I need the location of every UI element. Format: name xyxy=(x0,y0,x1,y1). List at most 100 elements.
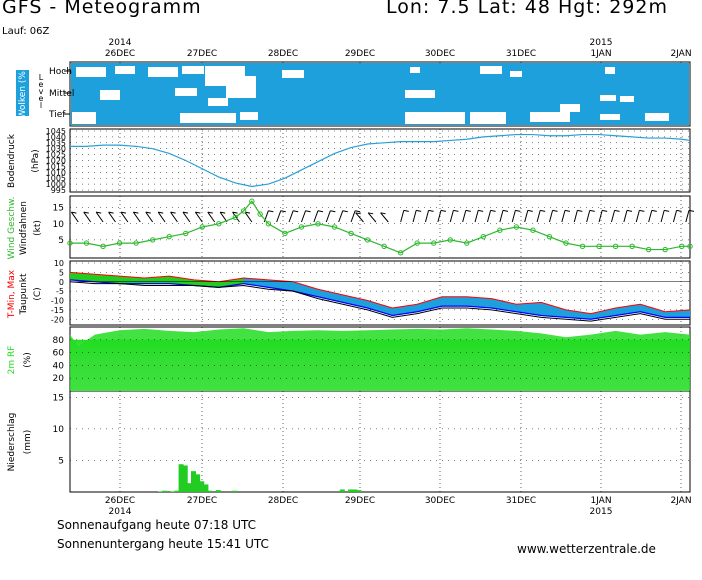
wind-speed-point xyxy=(414,240,420,246)
panel-frame xyxy=(69,390,691,493)
precip-tick-label: 5 xyxy=(58,456,64,466)
wind-axis-title: Wind Geschw. xyxy=(7,197,17,260)
wind-speed-point xyxy=(116,240,123,246)
wind-barb xyxy=(586,210,591,223)
wind-speed-point xyxy=(265,221,272,227)
precip-bar xyxy=(191,471,196,492)
precip-bar xyxy=(215,490,221,492)
temp-axis-title: T-Min, Max xyxy=(7,269,17,319)
wind-barb xyxy=(232,211,240,223)
wind-speed-point xyxy=(249,198,255,204)
wind-barb-flag xyxy=(490,209,496,212)
temp-tick-label: -10 xyxy=(51,297,64,306)
wind-barb xyxy=(474,210,479,223)
wind-barb-flag xyxy=(589,209,595,212)
wind-speed-point xyxy=(298,224,305,230)
wind-barb xyxy=(207,211,216,223)
wind-barb-flag xyxy=(108,211,114,214)
level-letter: l xyxy=(40,101,42,110)
cloud-axis-title-bg xyxy=(16,70,29,116)
pressure-tick-label: 1035 xyxy=(46,139,66,148)
cloud-clear-patch xyxy=(180,113,236,123)
wind-speed-point xyxy=(331,224,338,230)
x-bottom-label: 26DEC xyxy=(105,496,135,506)
wind-speed-point xyxy=(645,246,652,253)
wind-barb xyxy=(400,210,405,223)
wind-barb xyxy=(486,210,492,223)
wind-barb-flag xyxy=(195,211,201,214)
wind-speed-point xyxy=(216,221,222,227)
wind-barb xyxy=(524,210,529,223)
wind-barb xyxy=(449,210,454,223)
wind-barb xyxy=(511,210,516,223)
wind-speed-point xyxy=(381,243,387,250)
wind-barb xyxy=(462,210,467,223)
cloud-clear-patch xyxy=(100,90,120,100)
wind-speed-point xyxy=(447,237,453,243)
cloud-clear-patch xyxy=(645,113,669,121)
wind-barb xyxy=(157,211,166,223)
temp-tick-label: 10 xyxy=(54,259,64,268)
wind-barb xyxy=(313,210,319,223)
precip-bar xyxy=(195,474,201,492)
panel-frame xyxy=(69,260,691,326)
wind-barb xyxy=(355,212,364,223)
x-top-label: 26DEC xyxy=(105,49,135,59)
wind-speed-point xyxy=(596,243,602,250)
wind-barb-flag xyxy=(330,210,336,213)
wind-barb-flag xyxy=(688,209,695,212)
precip-bar xyxy=(170,491,176,492)
pressure-tick-label: 1010 xyxy=(46,168,66,177)
wind-barb xyxy=(325,210,331,223)
precip-bar xyxy=(352,489,358,492)
wind-barb-flag xyxy=(244,211,251,214)
cloud-clear-patch xyxy=(226,76,256,98)
wind-barb xyxy=(380,212,389,223)
tmax-line xyxy=(69,271,691,315)
cloud-clear-patch xyxy=(182,66,204,74)
precip-bar xyxy=(203,484,209,492)
x-top-label: 29DEC xyxy=(345,49,375,59)
pressure-tick-label: 1045 xyxy=(46,127,66,136)
wind-barb-flag xyxy=(465,209,471,212)
wind-barb xyxy=(300,210,307,223)
wind-barb-flag xyxy=(368,212,374,215)
website-link[interactable]: www.wetterzentrale.de xyxy=(517,542,656,556)
precip-tick-label: 10 xyxy=(53,425,65,435)
wind-barb xyxy=(70,211,79,223)
temp-tick-label: -15 xyxy=(51,306,64,315)
cloud-clear-patch xyxy=(600,95,616,101)
wind-speed-point xyxy=(563,240,569,246)
wind-speed-point xyxy=(612,243,619,250)
temp-tick-label: -5 xyxy=(56,287,64,296)
wind-barb-flag xyxy=(626,209,633,212)
wind-barb-flag xyxy=(515,209,521,212)
x-top-label: 31DEC xyxy=(506,49,536,59)
pressure-line xyxy=(70,133,691,188)
panel-frame xyxy=(69,326,691,392)
wind-speed-point xyxy=(166,233,172,240)
wind-speed-point xyxy=(240,208,247,214)
pressure-tick-label: 1015 xyxy=(46,162,66,171)
cloud-clear-patch xyxy=(72,112,96,124)
x-bottom-label: 30DEC xyxy=(425,496,455,506)
wind-barb xyxy=(338,210,344,223)
cloud-clear-patch xyxy=(600,114,620,120)
cloud-axis-title: Wolken (%) xyxy=(18,68,28,119)
x-bottom-year: 2015 xyxy=(590,507,613,517)
precip-bar xyxy=(232,490,238,492)
wind-barb-flag xyxy=(342,210,348,213)
precip-bar xyxy=(356,490,362,492)
wind-barb xyxy=(83,211,92,223)
level-letter: e xyxy=(39,80,44,89)
wind-barb-flag xyxy=(428,209,434,212)
wind-barb-flag xyxy=(540,209,546,212)
wind-tick-label: 15 xyxy=(53,204,64,214)
level-letter: v xyxy=(39,87,44,96)
x-bottom-year: 2014 xyxy=(109,507,132,517)
wind-barb-flag xyxy=(651,209,657,212)
wind-speed-point xyxy=(464,240,470,246)
level-letter: L xyxy=(39,73,44,82)
temp-tick-label: 5 xyxy=(59,268,64,277)
temp-axis-unit: (C) xyxy=(33,287,43,300)
